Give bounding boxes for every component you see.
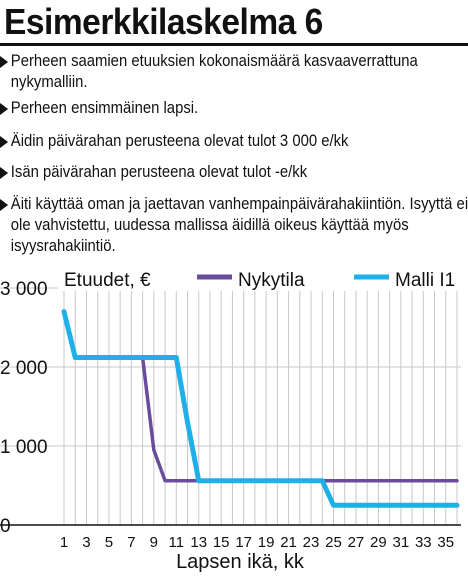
chart-series [61,309,460,508]
bullet-text: Isän päivärahan perusteena olevat tulot … [10,163,308,181]
x-tick-label: 23 [303,534,320,551]
x-tick-label: 3 [82,534,90,551]
bullet-arrow-icon [0,103,9,115]
y-tick-label: 2 000 [0,358,48,379]
y-tick-label: 3 000 [0,279,48,300]
title-rule [0,43,468,46]
bullet-item: Äidin päivärahan perusteena olevat tulot… [0,131,468,152]
x-tick-label: 25 [325,534,342,551]
x-tick-label: 19 [258,534,275,551]
y-tick-label: 1 000 [0,437,48,458]
y-axis-label: Etuudet, € [64,270,151,291]
legend-label-malli: Malli I1 [395,270,455,291]
legend-label-nykytila: Nykytila [238,270,305,291]
bullet-text: Perheen ensimmäinen lapsi. [10,99,199,117]
bullet-arrow-icon [0,136,9,148]
x-tick-label: 15 [213,534,230,551]
x-tick-label: 13 [190,534,207,551]
x-tick-label: 29 [370,534,387,551]
x-tick-label: 9 [150,534,158,551]
x-tick-label: 21 [280,534,297,551]
x-axis-label: Lapsen ikä, kk [176,551,305,573]
bullet-arrow-icon [0,56,9,68]
bullet-arrow-icon [0,199,9,211]
bullet-text: Äiti käyttää oman ja jaettavan vanhempai… [10,195,468,255]
bullet-item: Perheen saamien etuuksien kokonaismäärä … [0,51,468,93]
x-tick-label: 27 [348,534,365,551]
x-tick-label: 11 [168,534,184,551]
page-title: Esimerkkilaskelma 6 [4,1,323,42]
x-tick-label: 33 [415,534,432,551]
legend-background [58,264,463,291]
bullet-arrow-icon [0,167,9,179]
x-axis-ticks: 1 3 5 7 9 11 13 15 17 19 21 23 25 27 29 31 33 35 [60,534,454,551]
x-tick-label: 7 [127,534,135,551]
y-tick-label: 0 [0,516,11,537]
x-tick-label: 35 [437,534,454,551]
series-line-nykytila [62,309,459,483]
y-axis-ticks: 0 1 000 2 000 3 000 [0,279,48,537]
bullet-text: Äidin päivärahan perusteena olevat tulot… [10,132,349,150]
x-tick-label: 17 [235,534,252,551]
bullet-item: Isän päivärahan perusteena olevat tulot … [0,162,468,183]
x-tick-label: 1 [60,534,68,551]
x-tick-label: 31 [393,534,410,551]
bullet-item: Äiti käyttää oman ja jaettavan vanhempai… [0,194,468,257]
x-tick-label: 5 [105,534,113,551]
bullet-text: Perheen saamien etuuksien kokonaismäärä … [10,52,418,91]
series-line-malli [61,309,460,508]
bullet-item: Perheen ensimmäinen lapsi. [0,98,468,119]
